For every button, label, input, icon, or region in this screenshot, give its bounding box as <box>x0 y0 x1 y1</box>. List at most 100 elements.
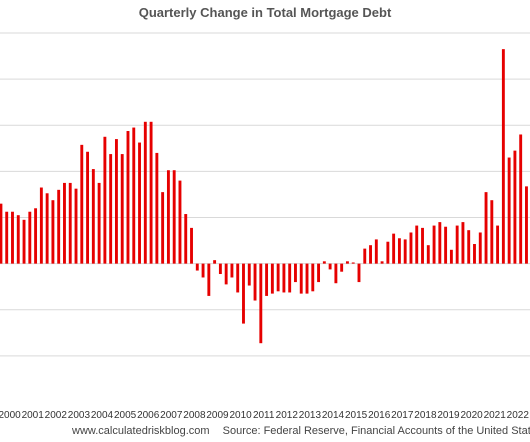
x-tick-label: 2012 <box>276 410 299 421</box>
bar <box>484 192 488 264</box>
bar <box>16 215 20 264</box>
bar <box>172 170 176 264</box>
bar <box>513 150 517 264</box>
bar <box>184 214 188 264</box>
bar <box>51 200 55 264</box>
x-tick-label: 2014 <box>322 410 345 421</box>
bar <box>86 151 90 264</box>
x-tick-label: 2005 <box>114 410 137 421</box>
bar <box>218 263 222 275</box>
bar <box>149 121 153 264</box>
x-tick-label: 2020 <box>460 410 483 421</box>
bar <box>166 170 170 264</box>
bar <box>190 227 193 264</box>
bar <box>455 225 459 264</box>
bar <box>322 261 326 264</box>
bar <box>155 152 159 264</box>
bar <box>120 154 124 264</box>
x-tick-label: 2017 <box>391 410 414 421</box>
bar <box>11 211 14 264</box>
bar <box>386 241 390 264</box>
bar <box>478 232 482 264</box>
bar <box>230 263 234 278</box>
x-tick-label: 2003 <box>68 410 91 421</box>
bar <box>340 263 344 272</box>
x-tick-label: 2015 <box>345 410 368 421</box>
bar <box>276 263 280 292</box>
bar <box>363 248 367 264</box>
bar <box>345 261 349 264</box>
x-tick-label: 2000 <box>0 410 21 421</box>
bar <box>311 263 315 292</box>
bar <box>103 136 107 264</box>
x-tick-label: 2011 <box>253 410 275 421</box>
bar <box>299 263 303 294</box>
bars <box>0 49 528 344</box>
bar <box>224 263 228 285</box>
bar <box>426 245 430 264</box>
x-tick-label: 2001 <box>22 410 45 421</box>
bar <box>39 187 43 264</box>
bar <box>415 225 419 264</box>
x-tick-label: 2013 <box>299 410 322 421</box>
bar <box>501 49 505 264</box>
x-tick-label: 2007 <box>160 410 183 421</box>
bar <box>28 211 32 264</box>
bar <box>213 260 217 264</box>
bar <box>22 219 26 264</box>
bar <box>0 203 3 264</box>
bar <box>525 186 528 264</box>
gridlines <box>0 32 530 357</box>
bar <box>288 263 292 293</box>
bar <box>374 239 378 264</box>
bar <box>236 263 240 293</box>
bar <box>97 182 101 264</box>
bar <box>519 134 523 264</box>
bar <box>392 233 396 264</box>
bar <box>242 263 245 324</box>
bar <box>91 169 95 264</box>
bar <box>444 226 448 264</box>
bar <box>195 263 199 271</box>
bar <box>270 263 274 294</box>
x-tick-label: 2016 <box>368 410 391 421</box>
bar <box>432 225 436 264</box>
bar <box>369 245 372 264</box>
bar <box>328 263 332 270</box>
bar <box>201 263 205 278</box>
bar <box>282 263 286 293</box>
bar <box>496 225 500 264</box>
bar <box>467 230 471 264</box>
x-tick-label: 2022 <box>507 410 530 421</box>
bar <box>178 180 182 264</box>
data-source: Source: Federal Reserve, Financial Accou… <box>222 425 530 437</box>
bar <box>80 144 84 264</box>
bar <box>114 139 118 264</box>
x-tick-label: 2018 <box>414 410 437 421</box>
x-tick-label: 2006 <box>137 410 160 421</box>
x-axis-tick-labels: 2000 2001 2002 2003 2004 2005 2006 2007 2008 2009… <box>0 410 530 421</box>
bar <box>461 222 465 264</box>
bar <box>126 131 130 264</box>
x-tick-label: 2019 <box>437 410 460 421</box>
bar <box>317 263 321 283</box>
bar <box>247 263 251 286</box>
bar <box>380 261 384 264</box>
bar <box>357 263 361 283</box>
x-tick-label: 2010 <box>229 410 252 421</box>
bar <box>449 249 453 264</box>
bar <box>507 157 511 264</box>
bar <box>294 263 297 283</box>
bar <box>207 263 211 296</box>
bar <box>473 244 476 264</box>
x-tick-label: 2008 <box>183 410 206 421</box>
bar <box>490 200 494 264</box>
bar <box>74 188 78 264</box>
bar <box>259 263 263 344</box>
bar <box>57 189 61 264</box>
chart-title: Quarterly Change in Total Mortgage Debt <box>138 5 392 20</box>
bar <box>403 239 407 264</box>
bar <box>63 182 66 264</box>
bar <box>143 121 147 264</box>
bar <box>68 182 72 264</box>
